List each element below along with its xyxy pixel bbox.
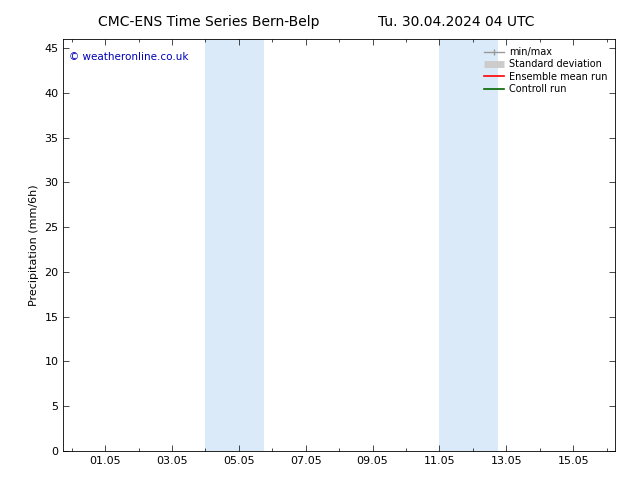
- Legend: min/max, Standard deviation, Ensemble mean run, Controll run: min/max, Standard deviation, Ensemble me…: [481, 44, 610, 97]
- Text: © weatheronline.co.uk: © weatheronline.co.uk: [69, 51, 188, 62]
- Text: Tu. 30.04.2024 04 UTC: Tu. 30.04.2024 04 UTC: [378, 15, 534, 29]
- Bar: [439, 39, 498, 451]
- Bar: [205, 39, 264, 451]
- Y-axis label: Precipitation (mm/6h): Precipitation (mm/6h): [29, 184, 39, 306]
- Text: CMC-ENS Time Series Bern-Belp: CMC-ENS Time Series Bern-Belp: [98, 15, 320, 29]
